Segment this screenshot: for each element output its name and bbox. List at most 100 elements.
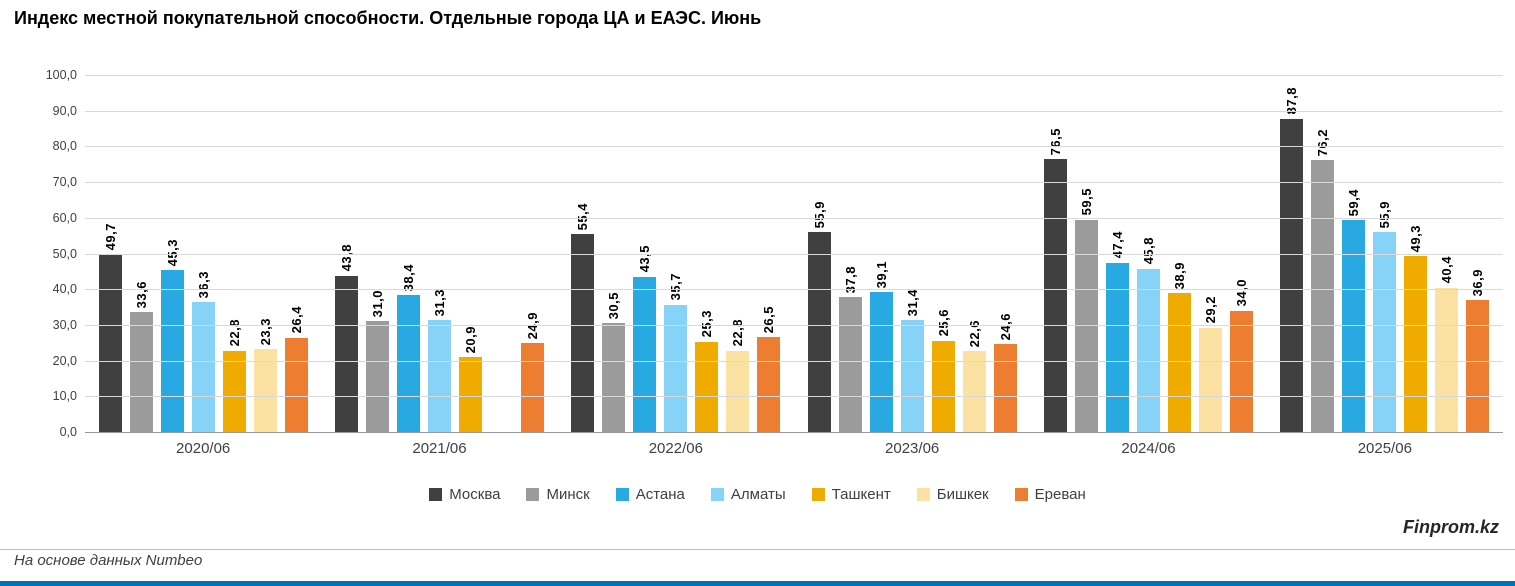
gridline <box>85 324 1503 326</box>
bar <box>365 321 389 432</box>
legend-item: Ташкент <box>811 486 891 503</box>
bar-slot: 76,2 <box>1311 75 1335 432</box>
y-tick-label: 80,0 <box>52 139 77 154</box>
bar-value-label: 59,5 <box>1078 188 1094 216</box>
bar <box>1198 327 1222 432</box>
bar-slot: 29,2 <box>1198 75 1222 432</box>
bar <box>1435 287 1459 432</box>
bar <box>838 297 862 432</box>
legend-item: Минск <box>526 486 590 503</box>
bar <box>520 343 544 432</box>
footer-divider <box>0 549 1515 550</box>
bar <box>98 254 122 432</box>
bar-value-label: 31,4 <box>904 288 920 316</box>
source-note: На основе данных Numbeo <box>14 552 203 569</box>
bar <box>1311 159 1335 432</box>
legend-label: Минск <box>546 486 590 503</box>
bar-value-label: 22,8 <box>730 319 746 347</box>
legend-item: Алматы <box>710 486 786 503</box>
legend-item: Москва <box>429 486 500 503</box>
bar <box>1342 219 1366 432</box>
bar-slot: 22,6 <box>962 75 986 432</box>
bar <box>253 348 277 432</box>
legend-label: Ереван <box>1034 486 1086 503</box>
gridline <box>85 289 1503 291</box>
gridline <box>85 360 1503 362</box>
bar-value-label: 35,7 <box>668 273 684 301</box>
bar-slot: 49,3 <box>1404 75 1428 432</box>
bar-slot: 31,3 <box>427 75 451 432</box>
bar-value-label: 26,4 <box>288 306 304 334</box>
bar-slot: 37,8 <box>838 75 862 432</box>
bar-value-label: 29,2 <box>1202 296 1218 324</box>
bar <box>757 337 781 432</box>
legend-swatch <box>526 488 540 501</box>
bar <box>807 232 831 432</box>
category-label: 2020/06 <box>176 440 231 457</box>
bar-slot: 22,8 <box>222 75 246 432</box>
bar <box>633 276 657 432</box>
legend-label: Бишкек <box>936 486 989 503</box>
bar-value-label: 38,9 <box>1171 261 1187 290</box>
bar <box>1136 268 1160 432</box>
bar-slot: 35,7 <box>664 75 688 432</box>
bar-value-label: 31,0 <box>369 290 385 318</box>
bar-value-label: 40,4 <box>1439 256 1455 284</box>
chart-title: Индекс местной покупательной способности… <box>14 8 762 28</box>
bar <box>726 350 750 432</box>
category-label: 2024/06 <box>1121 440 1176 457</box>
category-label: 2021/06 <box>412 440 467 457</box>
bar-value-label: 55,4 <box>575 202 591 231</box>
bar <box>1105 262 1129 432</box>
bar-slot: 55,9 <box>1373 75 1397 432</box>
legend-item: Ереван <box>1014 486 1086 503</box>
bar-value-label: 33,6 <box>133 280 149 309</box>
legend-swatch <box>615 488 629 501</box>
bar <box>962 351 986 432</box>
bar-slot: 36,3 <box>191 75 215 432</box>
legend-swatch <box>916 488 930 501</box>
chart-legend: Москва Минск Астана Алматы Ташкент Бишкек Ерев… <box>0 486 1515 503</box>
bar <box>222 350 246 432</box>
bar-slot: 38,4 <box>396 75 420 432</box>
y-tick-label: 40,0 <box>52 282 77 297</box>
bar-value-label: 24,6 <box>997 312 1013 341</box>
bar-value-label: 36,3 <box>195 271 211 299</box>
legend-swatch <box>429 488 443 501</box>
bar-slot: 22,8 <box>726 75 750 432</box>
bar-slot: 25,6 <box>931 75 955 432</box>
y-tick-label: 20,0 <box>52 353 77 368</box>
bar-value-label: 39,1 <box>873 261 889 289</box>
bar-slot: 49,7 <box>98 75 122 432</box>
y-tick-label: 10,0 <box>52 389 77 404</box>
bar <box>931 340 955 432</box>
bar-slot: 55,9 <box>807 75 831 432</box>
legend-label: Москва <box>449 486 501 503</box>
bar <box>1404 256 1428 432</box>
bar <box>1229 310 1253 432</box>
bar-value-label: 49,7 <box>102 223 118 251</box>
bar-value-label: 76,5 <box>1047 127 1063 155</box>
bar-slot: 36,9 <box>1466 75 1490 432</box>
bar-value-label: 30,5 <box>606 291 622 320</box>
bar-slot: 55,4 <box>571 75 595 432</box>
bar-slot: 31,0 <box>365 75 389 432</box>
bar-value-label: 43,8 <box>338 244 354 272</box>
bar-slot: 87,8 <box>1280 75 1304 432</box>
y-tick-label: 90,0 <box>52 103 77 118</box>
bar <box>1043 158 1067 432</box>
bar-group: 55,4 30,5 43,5 35,7 25,3 22,8 26,5 <box>558 75 794 432</box>
bar-slot: 23,3 <box>253 75 277 432</box>
category-label: 2023/06 <box>885 440 940 457</box>
y-tick-label: 30,0 <box>52 317 77 332</box>
bar-slot: 47,4 <box>1105 75 1129 432</box>
gridline <box>85 253 1503 255</box>
bar-value-label: 20,9 <box>462 326 478 354</box>
y-tick-label: 60,0 <box>52 210 77 225</box>
bar-slot: 45,3 <box>160 75 184 432</box>
legend-label: Алматы <box>730 486 786 503</box>
bar-value-label: 23,3 <box>257 317 273 345</box>
bar <box>602 323 626 432</box>
bar <box>1373 232 1397 432</box>
legend-swatch <box>811 488 825 501</box>
